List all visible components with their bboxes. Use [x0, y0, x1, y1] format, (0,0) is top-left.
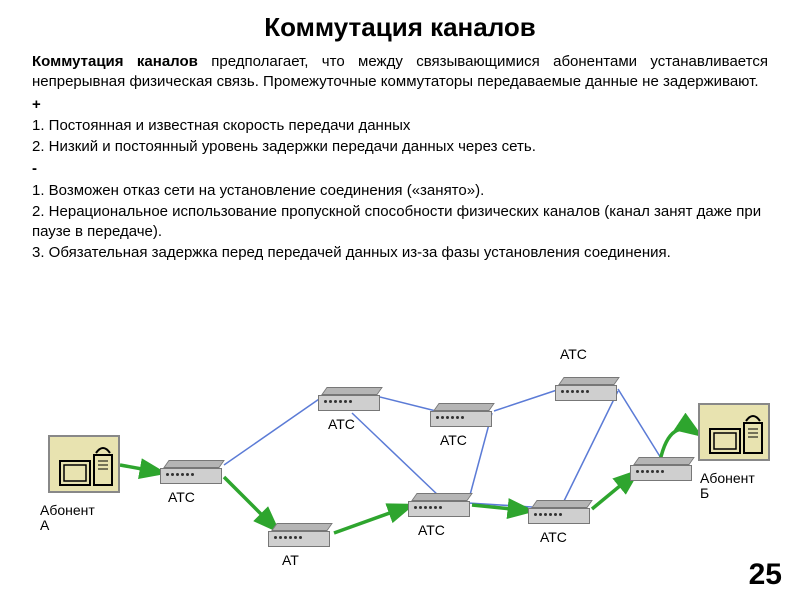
subscriber-b-phone [698, 403, 770, 461]
subscriber-a-label: Абонент А [40, 503, 95, 534]
switch-label: АТС [540, 530, 567, 545]
switch-label: АТС [328, 417, 355, 432]
slide-body: Коммутация каналов предполагает, что меж… [0, 52, 800, 264]
switch-node [318, 387, 386, 413]
switch-node [430, 403, 498, 429]
subscriber-b-label: Абонент Б [700, 471, 755, 502]
con-item-3: 3. Обязательная задержка перед передачей… [32, 243, 768, 263]
switch-node [528, 500, 596, 526]
switch-label: АТС [418, 523, 445, 538]
slide-number: 25 [749, 558, 782, 592]
switch-label: АТС [440, 433, 467, 448]
switch-label: АТ [282, 553, 299, 568]
pros-header: + [32, 95, 768, 115]
con-item-2: 2. Нерациональное использование пропускн… [32, 202, 768, 243]
switch-node [268, 523, 336, 549]
pro-item-2: 2. Низкий и постоянный уровень задержки … [32, 137, 768, 157]
slide-title: Коммутация каналов [0, 0, 800, 51]
switch-node [408, 493, 476, 519]
subscriber-a-phone [48, 435, 120, 493]
intro-paragraph: Коммутация каналов предполагает, что меж… [32, 52, 768, 93]
switch-label: АТС [168, 490, 195, 505]
pro-item-1: 1. Постоянная и известная скорость перед… [32, 116, 768, 136]
switch-node [160, 460, 228, 486]
intro-bold: Коммутация каналов [32, 53, 198, 70]
switch-node [555, 377, 623, 403]
switch-node [630, 457, 698, 483]
cons-header: - [32, 159, 768, 179]
switch-label: АТС [560, 347, 587, 362]
network-diagram: Абонент А Абонент Б АТС АТ АТС АТС АТС АТС АТС [0, 345, 800, 580]
phone-icon [704, 409, 768, 459]
phone-icon [54, 441, 118, 491]
con-item-1: 1. Возможен отказ сети на установление с… [32, 181, 768, 201]
